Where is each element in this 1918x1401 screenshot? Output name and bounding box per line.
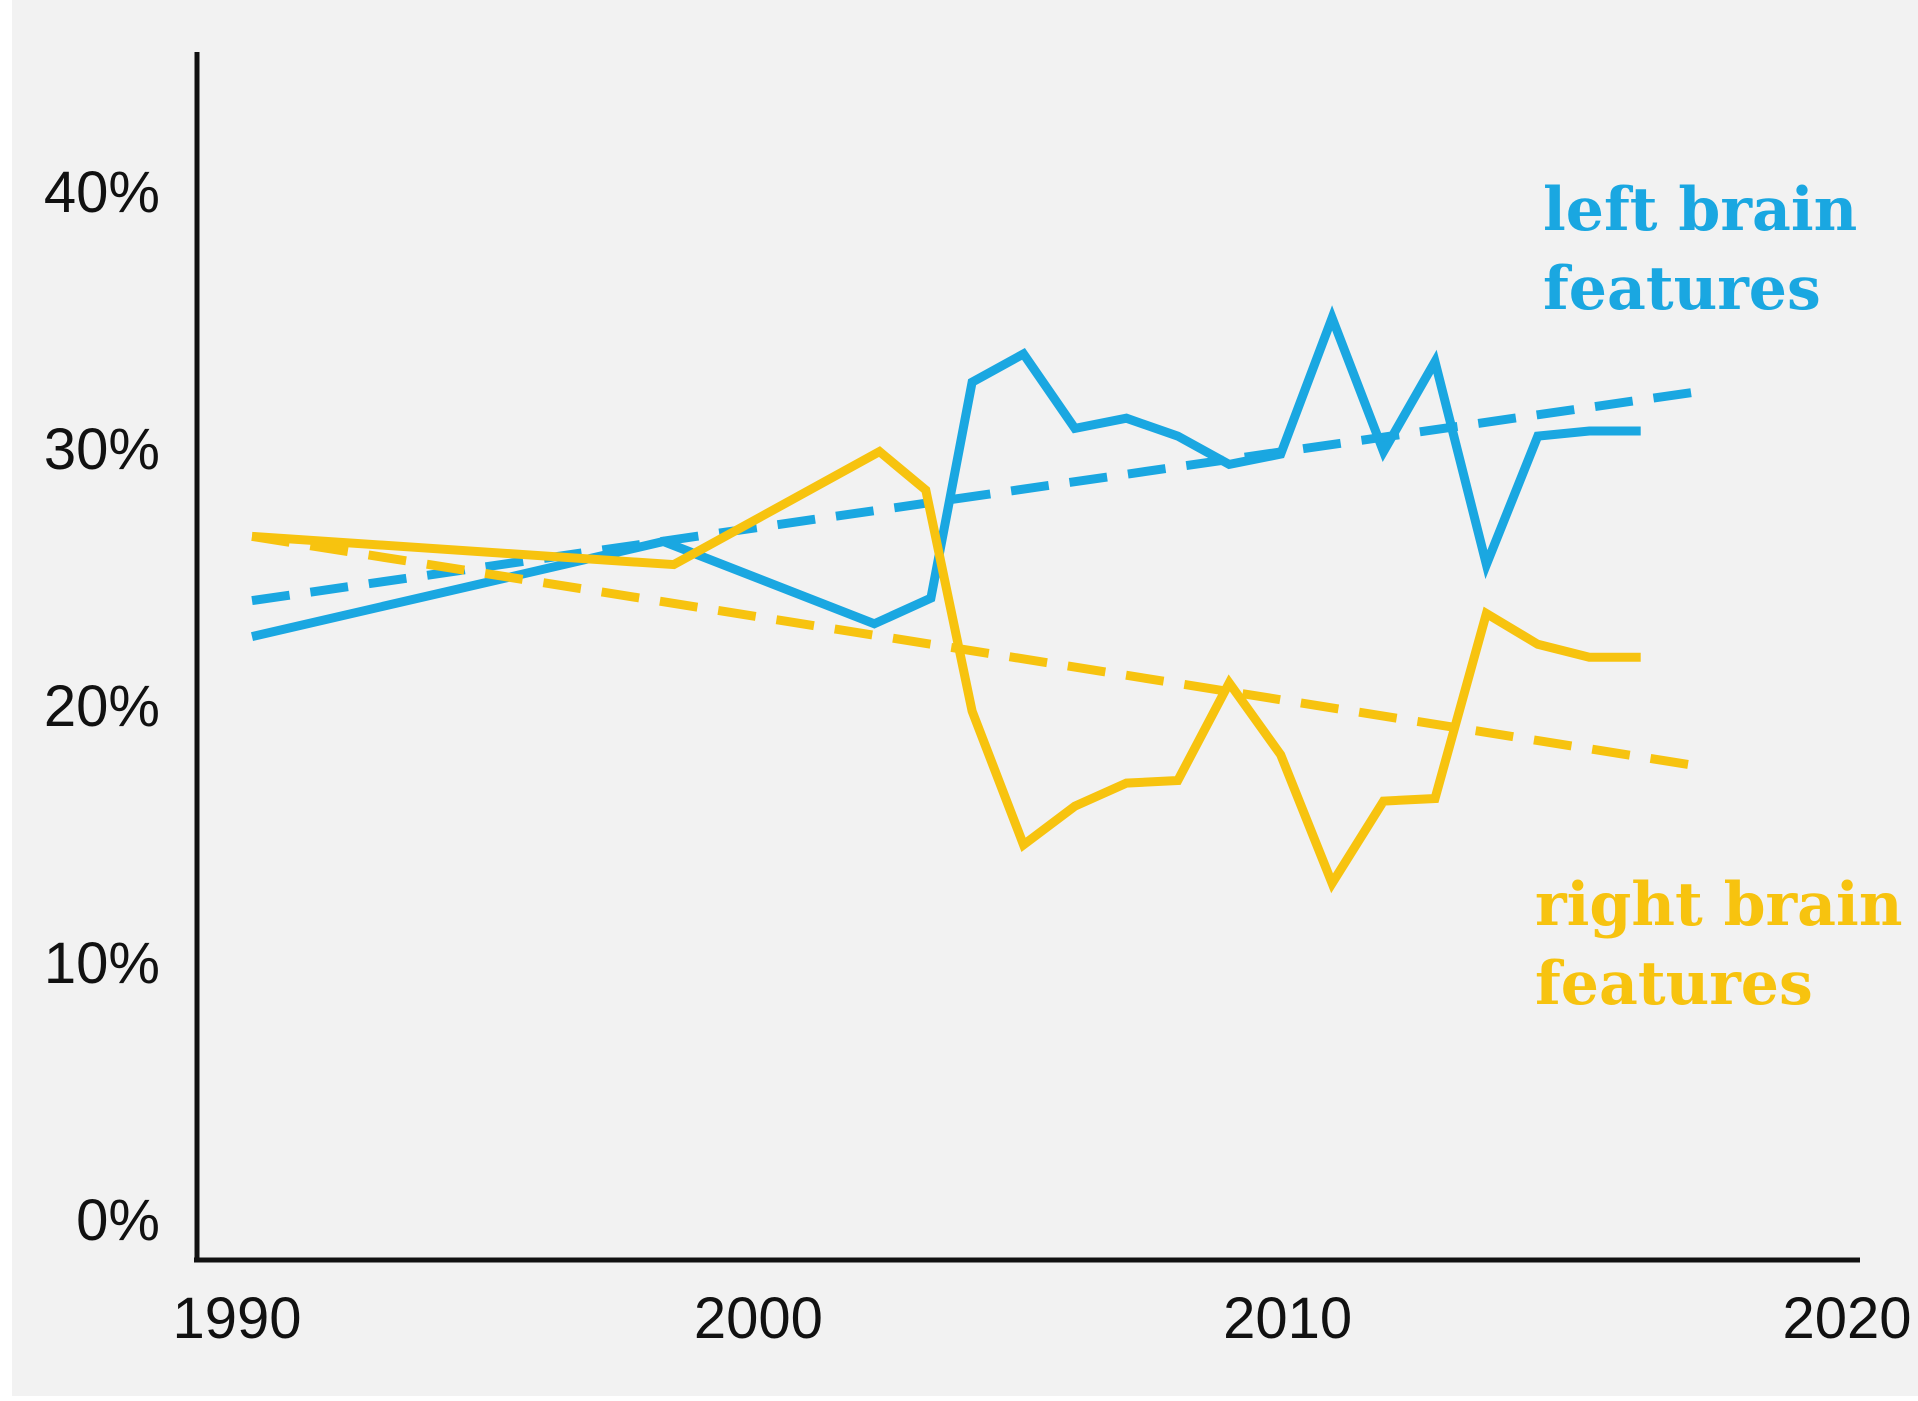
series-line-right-brain-features (251, 446, 1641, 894)
tick-layer: 1990 2000 2010 2020 0% 10% 20% 30% 40% (44, 160, 1912, 1351)
y-tick-label-20: 20% (44, 674, 160, 739)
y-tick-label-10: 10% (44, 931, 160, 996)
left-brain-annotation-line-1: left brain (1543, 175, 1857, 245)
right-brain-annotation: right brain features (1535, 870, 1918, 1019)
right-brain-annotation-line-2: features (1535, 949, 1813, 1019)
y-tick-label-0: 0% (76, 1188, 160, 1253)
series-line-right-brain-features-trend (251, 531, 1693, 770)
y-tick-label-30: 30% (44, 417, 160, 482)
y-tick-label-40: 40% (44, 160, 160, 225)
series-layer (250, 305, 1693, 894)
x-tick-label-1990: 1990 (172, 1286, 301, 1351)
series-line-left-brain-features (250, 305, 1641, 641)
left-brain-annotation: left brain features (1543, 175, 1878, 324)
series-line-left-brain-features-trend (251, 388, 1693, 606)
right-brain-annotation-line-1: right brain (1535, 870, 1902, 940)
x-tick-label-2000: 2000 (694, 1286, 823, 1351)
x-tick-label-2020: 2020 (1782, 1286, 1911, 1351)
left-brain-annotation-line-2: features (1543, 254, 1821, 324)
x-tick-label-2010: 2010 (1223, 1286, 1352, 1351)
